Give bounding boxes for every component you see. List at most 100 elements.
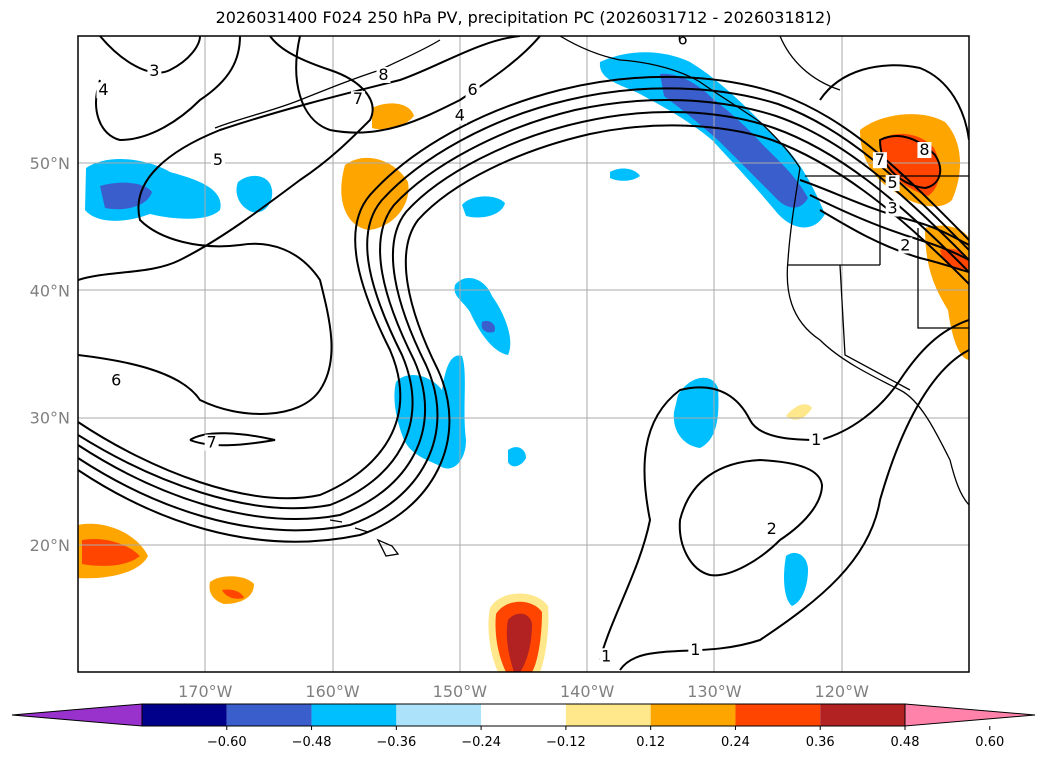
colorbar-bin (481, 704, 566, 726)
colorbar-bin (735, 704, 821, 726)
map-frame (77, 35, 970, 673)
contour-label-bg (147, 63, 162, 80)
contour-label: 6 (467, 80, 477, 99)
colorbar-frame (141, 703, 906, 727)
contour-label: 7 (353, 89, 363, 108)
colorbar-extend-low (11, 703, 143, 727)
precip-blob-mid3 (454, 278, 511, 355)
contour-label: 6 (111, 370, 121, 389)
pv-contour-1b (599, 319, 969, 661)
coastline-westcoast (786, 167, 969, 506)
colorbar-tick-label: 0.60 (975, 735, 1004, 750)
lon-tick-label: 160°W (305, 682, 360, 701)
colorbar-tick-label: −0.12 (546, 735, 586, 750)
contour-label: 7 (207, 433, 217, 452)
colorbar-tick-label: 0.24 (721, 735, 750, 750)
colorbar: −0.60 −0.48 −0.36 −0.24 −0.12 0.12 0.24 0.36 0.4… (11, 703, 1036, 750)
contour-label: 1 (601, 646, 611, 665)
pv-contour-4 (95, 36, 241, 142)
map-background (78, 36, 969, 672)
colorbar-bin (820, 704, 905, 726)
contour-label-bg (376, 66, 391, 83)
colorbar-bin (396, 704, 482, 726)
precip-blob-south (784, 552, 808, 606)
colorbar-bin (142, 704, 227, 726)
precip-blob-yellow-small (786, 404, 812, 420)
pv-contour-ne (819, 64, 969, 141)
coastline-nw (779, 36, 841, 91)
contour-label-bg (809, 432, 824, 449)
colorbar-tick-label: 0.36 (806, 735, 835, 750)
contour-label-bg (211, 152, 226, 169)
lat-tick-label: 50°N (30, 154, 70, 173)
colorbar-tick-label: 0.48 (891, 735, 920, 750)
coastline-alaska (559, 36, 801, 169)
pv-contour (78, 124, 969, 543)
precip-blob-orange-sw-core (82, 538, 140, 566)
precip-blob-orange-small-core (222, 589, 244, 599)
pv-contour-e1 (799, 179, 969, 246)
lon-tick-label: 170°W (178, 682, 233, 701)
pv-contour (78, 99, 969, 520)
pv-contour-1 (619, 349, 969, 671)
contour-label: 4 (455, 106, 465, 125)
pv-contour-5 (78, 36, 374, 281)
contour-label-bg (885, 200, 900, 217)
coastline-border-state (788, 176, 969, 391)
contour-label: 3 (149, 61, 159, 80)
contour-label: 2 (900, 235, 910, 254)
contour-label-bg (204, 434, 219, 451)
colorbar-bin (565, 704, 651, 726)
contour-label-bg (764, 521, 779, 538)
colorbar-tick-label: −0.48 (292, 735, 332, 750)
pv-contour-ridge (295, 36, 541, 134)
precip-blob-mid3-core (481, 320, 496, 333)
precip-blob-mid2 (610, 168, 640, 181)
contour-label-bg (465, 82, 480, 99)
pv-contour (78, 87, 969, 510)
lat-tick-label: 40°N (30, 281, 70, 300)
colorbar-bin (650, 704, 736, 726)
contour-label-bg (599, 648, 614, 665)
contour-label: 5 (213, 150, 223, 169)
pv-contour (78, 111, 969, 532)
pv-contour (78, 75, 969, 500)
gridlines (78, 36, 969, 672)
lat-ticks: 20°N 30°N 40°N 50°N (30, 154, 70, 555)
colorbar-bin (311, 704, 397, 726)
colorbar-tick-label: −0.24 (461, 735, 501, 750)
colorbar-tick-label: 0.12 (636, 735, 665, 750)
colorbar-extend-high (904, 703, 1036, 727)
coastline-aleutians (214, 39, 441, 129)
contour-label: 7 (875, 150, 885, 169)
pv-contour-e2 (809, 194, 969, 261)
lon-tick-label: 130°W (687, 682, 742, 701)
pv-contour-2 (678, 458, 824, 577)
lon-ticks: 170°W 160°W 150°W 140°W 130°W 120°W (178, 682, 869, 701)
contour-label-bg (109, 372, 124, 389)
precip-blob-south-red-core (506, 613, 532, 672)
pv-contour-e3 (819, 209, 969, 273)
contour-label: 1 (690, 640, 700, 659)
lon-tick-label: 140°W (560, 682, 615, 701)
contour-label: 6 (678, 29, 688, 48)
precip-blob-mid1 (462, 196, 505, 218)
colorbar-tick-label: −0.36 (376, 735, 416, 750)
contour-label-bg (675, 36, 690, 48)
contour-label-bg (872, 152, 887, 169)
contour-label: 5 (888, 173, 898, 192)
contour-label: 4 (98, 80, 108, 99)
map-title: 2026031400 F024 250 hPa PV, precipitatio… (215, 8, 832, 27)
contour-label-bg (452, 107, 467, 124)
contour-label-bg (351, 91, 366, 108)
lat-tick-label: 20°N (30, 536, 70, 555)
precip-blob-central2 (508, 447, 526, 467)
lon-tick-label: 120°W (815, 682, 870, 701)
precip-blob-coastal-core (660, 73, 808, 208)
colorbar-bin (226, 704, 312, 726)
coastlines (214, 36, 969, 557)
contour-label: 2 (767, 519, 777, 538)
precip-blob-subtropical (673, 377, 719, 448)
